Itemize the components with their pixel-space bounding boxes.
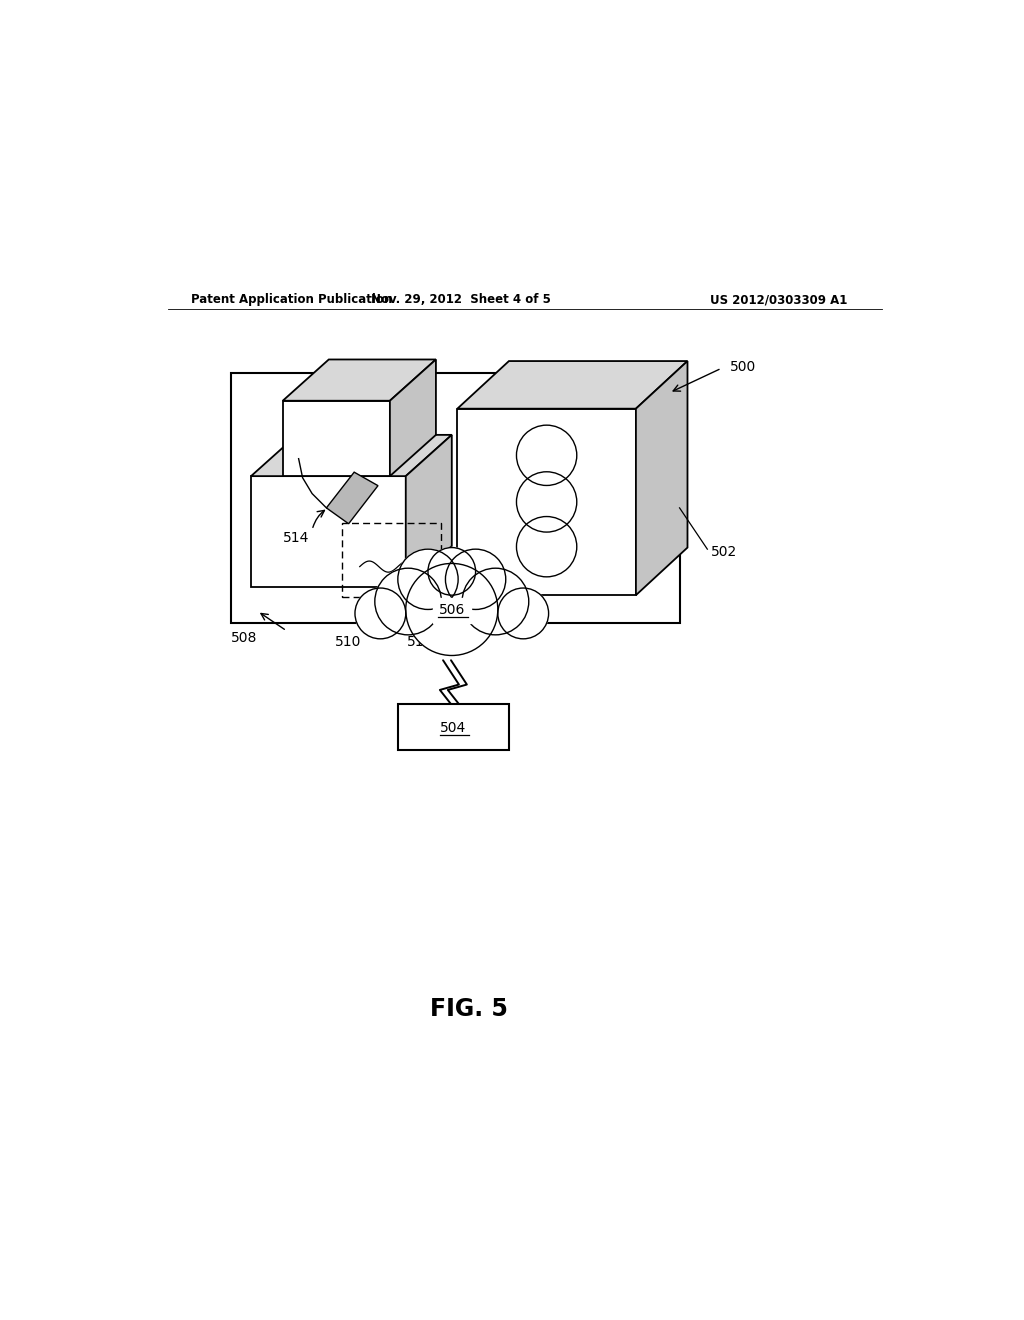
Text: 506: 506 bbox=[438, 603, 465, 618]
Bar bbox=[397, 704, 509, 750]
Text: 510: 510 bbox=[336, 635, 361, 649]
Circle shape bbox=[355, 587, 406, 639]
Text: 514: 514 bbox=[283, 531, 309, 545]
Circle shape bbox=[375, 568, 441, 635]
Circle shape bbox=[406, 564, 498, 656]
Polygon shape bbox=[390, 359, 436, 477]
Polygon shape bbox=[458, 362, 687, 409]
Text: Nov. 29, 2012  Sheet 4 of 5: Nov. 29, 2012 Sheet 4 of 5 bbox=[372, 293, 551, 306]
Polygon shape bbox=[251, 477, 406, 587]
Polygon shape bbox=[406, 434, 452, 587]
Text: 512: 512 bbox=[407, 635, 433, 649]
Circle shape bbox=[462, 568, 528, 635]
Text: US 2012/0303309 A1: US 2012/0303309 A1 bbox=[710, 293, 848, 306]
Text: 504: 504 bbox=[440, 721, 467, 735]
Bar bbox=[231, 374, 680, 623]
Circle shape bbox=[428, 548, 475, 595]
Circle shape bbox=[498, 587, 549, 639]
Text: 508: 508 bbox=[231, 631, 258, 645]
Text: FIG. 5: FIG. 5 bbox=[430, 998, 508, 1022]
Polygon shape bbox=[283, 359, 436, 401]
Polygon shape bbox=[327, 473, 378, 524]
Circle shape bbox=[445, 549, 506, 610]
Text: 502: 502 bbox=[712, 545, 737, 560]
Text: 500: 500 bbox=[729, 359, 756, 374]
Polygon shape bbox=[251, 434, 452, 477]
Polygon shape bbox=[458, 409, 636, 595]
Polygon shape bbox=[636, 362, 687, 595]
Bar bbox=[342, 523, 441, 597]
Text: Patent Application Publication: Patent Application Publication bbox=[191, 293, 393, 306]
Polygon shape bbox=[283, 401, 390, 477]
Circle shape bbox=[397, 549, 458, 610]
